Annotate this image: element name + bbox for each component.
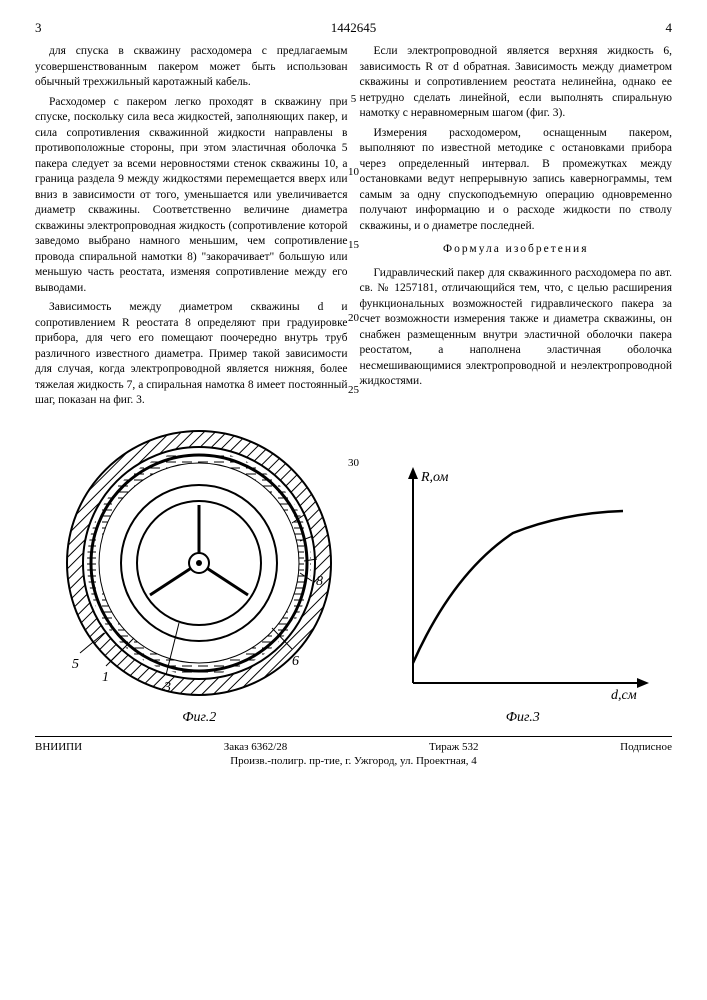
figure-3: R,ом d,см Фиг.3: [393, 463, 653, 726]
footer-podpisnoe: Подписное: [620, 741, 672, 753]
page-number-right: 4: [666, 20, 673, 36]
fig2-label: Фиг.2: [54, 710, 344, 726]
text-columns: 5 10 15 20 25 30 для спуска в скважину р…: [35, 44, 672, 413]
paragraph: Зависимость между диаметром скважины d и…: [35, 300, 348, 409]
fig3-label: Фиг.3: [393, 710, 653, 726]
footer-vniipi: ВНИИПИ: [35, 741, 82, 753]
footer-order: Заказ 6362/28: [224, 741, 288, 753]
formula-heading: Формула изобретения: [360, 242, 673, 258]
right-column: Если электропроводной является верхняя ж…: [360, 44, 673, 413]
curve: [413, 511, 623, 663]
x-axis-arrow: [637, 678, 649, 688]
callout-3: 3: [163, 680, 171, 695]
paragraph: Измерения расходомером, оснащенным пакер…: [360, 126, 673, 235]
paragraph: Расходомер с пакером легко проходят в ск…: [35, 95, 348, 297]
x-axis-label: d,см: [611, 688, 637, 703]
fig3-svg: R,ом d,см: [393, 463, 653, 703]
paragraph: Гидравлический пакер для скважинного рас…: [360, 266, 673, 390]
footer-line1: ВНИИПИ Заказ 6362/28 Тираж 532 Подписное: [35, 736, 672, 753]
callout-1: 1: [102, 670, 109, 685]
figure-2: 1 3 5 6 8 Фиг.2: [54, 423, 344, 726]
fig2-svg: 1 3 5 6 8: [54, 423, 344, 703]
patent-page: 3 1442645 4 5 10 15 20 25 30 для спуска …: [0, 0, 707, 1000]
footer-line2: Произв.-полигр. пр-тие, г. Ужгород, ул. …: [35, 755, 672, 767]
page-header: 3 1442645 4: [35, 20, 672, 36]
callout-5: 5: [72, 657, 79, 672]
page-number-left: 3: [35, 20, 42, 36]
y-axis-label: R,ом: [420, 470, 449, 485]
callout-6: 6: [292, 654, 299, 669]
paragraph: Если электропроводной является верхняя ж…: [360, 44, 673, 122]
patent-number: 1442645: [331, 20, 377, 36]
callout-8: 8: [316, 574, 323, 589]
paragraph: для спуска в скважину расходомера с пред…: [35, 44, 348, 91]
footer-tirazh: Тираж 532: [429, 741, 479, 753]
y-axis-arrow: [408, 467, 418, 479]
left-column: для спуска в скважину расходомера с пред…: [35, 44, 348, 413]
figures-row: 1 3 5 6 8 Фиг.2 R,ом d,см Ф: [35, 423, 672, 726]
